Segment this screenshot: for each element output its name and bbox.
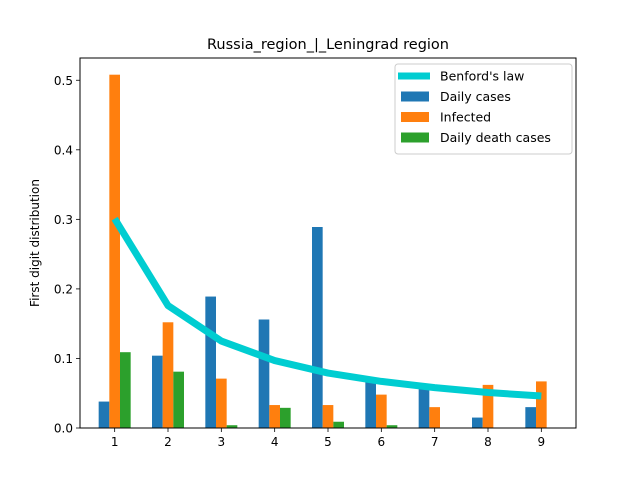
y-tick-label: 0.3 <box>54 213 73 227</box>
bar-daily-death-cases-2 <box>173 371 184 428</box>
bar-daily-cases-6 <box>365 381 376 428</box>
y-tick-label: 0.1 <box>54 352 73 366</box>
bar-daily-cases-2 <box>152 355 163 428</box>
x-tick-label: 9 <box>538 435 546 449</box>
legend-swatch-infected <box>401 112 429 122</box>
legend-label-daily-death-cases: Daily death cases <box>440 130 551 145</box>
bar-daily-cases-7 <box>418 386 430 428</box>
y-axis-label: First digit distribution <box>28 179 42 307</box>
chart-title: Russia_region_|_Leningrad region <box>207 37 449 53</box>
legend-label-benford-s-law: Benford's law <box>440 69 524 84</box>
bar-infected-6 <box>376 394 387 428</box>
bar-infected-5 <box>322 405 334 428</box>
bar-daily-cases-3 <box>205 296 216 428</box>
line-benford-s-law <box>111 216 542 400</box>
bar-infected-3 <box>216 378 227 428</box>
y-tick-label: 0.5 <box>54 74 73 88</box>
bar-daily-cases-1 <box>98 401 110 428</box>
legend-items: Benford's law Daily cases Infected Daily de… <box>398 69 551 145</box>
bar-infected-8 <box>482 384 494 428</box>
bars-layer <box>98 74 547 429</box>
legend-swatch-daily-death-cases <box>401 132 429 143</box>
legend-box <box>394 63 573 155</box>
x-tick-label: 3 <box>218 435 226 449</box>
bar-daily-cases-8 <box>472 417 483 428</box>
bar-infected-1 <box>109 74 120 429</box>
x-tick-label: 7 <box>431 435 439 449</box>
x-tick-label: 4 <box>271 435 279 449</box>
x-tick-label: 8 <box>484 435 492 449</box>
legend: Benford's law Daily cases Infected Daily de… <box>394 63 573 155</box>
x-tick-label: 5 <box>324 435 332 449</box>
line-layer <box>111 216 542 400</box>
bar-infected-9 <box>536 381 547 428</box>
x-axis: 1 2 3 4 5 6 7 8 9 <box>111 428 545 449</box>
bar-daily-cases-5 <box>312 227 323 428</box>
bar-daily-death-cases-1 <box>120 352 131 428</box>
x-tick-label: 6 <box>378 435 386 449</box>
bar-daily-cases-9 <box>525 407 536 428</box>
bar-daily-death-cases-6 <box>386 425 398 428</box>
bar-daily-cases-4 <box>258 319 270 428</box>
y-tick-label: 0.2 <box>54 282 73 296</box>
bar-infected-2 <box>162 322 174 428</box>
legend-swatch-daily-cases <box>401 91 429 102</box>
x-tick-label: 1 <box>111 435 119 449</box>
bar-infected-4 <box>269 405 280 428</box>
legend-label-daily-cases: Daily cases <box>440 89 511 104</box>
bar-infected-7 <box>429 407 440 428</box>
y-axis: 0.0 0.1 0.2 0.3 0.4 0.5 <box>54 74 80 436</box>
bar-daily-death-cases-3 <box>226 425 238 428</box>
y-tick-label: 0.0 <box>54 422 73 436</box>
bar-daily-death-cases-4 <box>280 407 291 428</box>
x-tick-label: 2 <box>164 435 172 449</box>
legend-label-infected: Infected <box>440 110 491 125</box>
y-tick-label: 0.4 <box>54 143 73 157</box>
bar-daily-death-cases-5 <box>333 421 344 428</box>
